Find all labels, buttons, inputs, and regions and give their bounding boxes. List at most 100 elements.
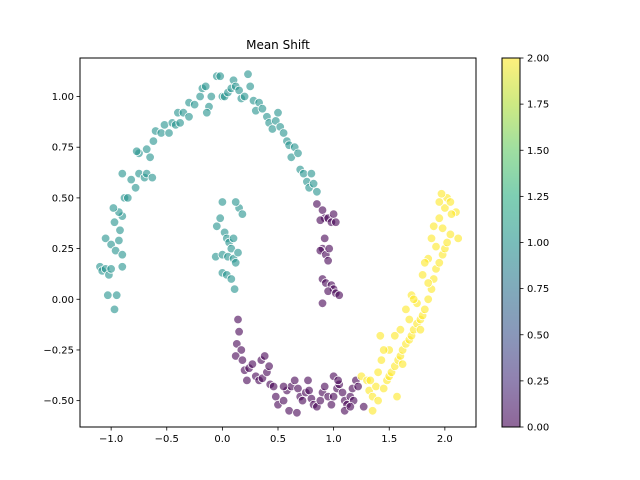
scatter-point — [417, 270, 428, 280]
scatter-point — [239, 91, 250, 102]
scatter-point — [109, 217, 120, 227]
y-axis: −0.50 −0.25 0.00 0.25 0.50 0.75 1.00 — [43, 92, 80, 407]
scatter-point — [390, 331, 400, 341]
scatter-point — [245, 81, 255, 92]
scatter-point — [236, 345, 247, 355]
x-tick-label: −1.0 — [99, 434, 123, 445]
scatter-point — [429, 221, 439, 232]
scatter-point — [159, 120, 170, 130]
scatter-point — [308, 178, 319, 189]
scatter-point — [200, 81, 211, 92]
scatter-point — [237, 355, 248, 365]
scatter-point — [202, 107, 212, 118]
scatter-point — [324, 243, 334, 254]
scatter-point — [114, 235, 124, 246]
scatter-point — [109, 304, 120, 315]
scatter-point — [147, 172, 158, 183]
scatter-point — [437, 223, 448, 234]
scatter-point — [373, 367, 383, 378]
scatter-point — [264, 361, 274, 371]
scatter-point — [148, 136, 159, 146]
scatter-point — [233, 247, 243, 258]
scatter-point — [290, 375, 300, 386]
scatter-point — [108, 203, 119, 213]
scatter-point — [126, 174, 136, 185]
scatter-point — [273, 107, 283, 118]
scatter-point — [156, 128, 166, 138]
scatter-point — [446, 209, 457, 219]
scatter-point — [271, 391, 281, 402]
scatter-point — [431, 241, 441, 252]
scatter-point — [312, 199, 322, 209]
colorbar-tick-label: 1.00 — [527, 238, 549, 249]
scatter-point — [420, 258, 430, 268]
scatter-point — [115, 225, 125, 236]
scatter-point — [365, 375, 376, 386]
scatter-point — [359, 402, 369, 412]
scatter-point — [317, 205, 328, 215]
scatter-point — [423, 294, 433, 305]
colorbar-axis: 0.00 0.25 0.50 0.75 1.00 1.25 1.50 1.75 2.00 — [520, 54, 549, 434]
scatter-point — [345, 402, 356, 412]
scatter-point — [145, 152, 155, 163]
scatter-point — [328, 391, 339, 402]
y-tick-label: 0.50 — [52, 193, 74, 204]
scatter-point — [353, 381, 363, 392]
scatter-point — [117, 168, 128, 179]
y-tick-label: −0.25 — [43, 345, 74, 356]
scatter-point — [323, 286, 333, 296]
x-tick-label: 2.0 — [437, 434, 453, 445]
scatter-point — [242, 375, 252, 386]
colorbar-tick-label: 0.50 — [527, 330, 549, 341]
scatter-point — [331, 217, 341, 227]
scatter-point — [326, 400, 337, 410]
scatter-point — [426, 233, 437, 244]
scatter-point — [442, 237, 452, 248]
scatter-point — [423, 278, 433, 288]
scatter-point — [304, 385, 314, 396]
scatter-point — [195, 91, 205, 102]
scatter-point — [237, 209, 248, 219]
colorbar-tick-label: 1.50 — [527, 146, 549, 157]
scatter-point — [268, 381, 279, 392]
scatter-point — [317, 298, 328, 309]
scatter-point — [117, 262, 128, 272]
scatter-point — [117, 249, 128, 260]
scatter-point — [293, 148, 303, 159]
scatter-point — [215, 71, 225, 81]
scatter-points — [95, 69, 463, 418]
scatter-point — [298, 168, 309, 179]
scatter-point — [212, 221, 222, 232]
scatter-point — [434, 258, 445, 268]
scatter-point — [328, 209, 339, 219]
scatter-point — [175, 118, 185, 128]
scatter-point — [373, 395, 383, 406]
x-tick-label: 1.0 — [326, 434, 342, 445]
y-tick-label: 0.25 — [52, 244, 74, 255]
scatter-point — [420, 304, 430, 315]
scatter-point — [229, 284, 240, 294]
scatter-point — [434, 213, 445, 223]
scatter-point — [415, 325, 426, 335]
scatter-point — [141, 144, 152, 154]
scatter-point — [189, 99, 200, 110]
scatter-point — [303, 375, 313, 386]
x-tick-label: 0.0 — [214, 434, 230, 445]
x-tick-label: 0.5 — [270, 434, 286, 445]
scatter-point — [206, 91, 217, 102]
scatter-point — [228, 233, 239, 244]
scatter-point — [337, 387, 348, 398]
colorbar-tick-label: 0.75 — [527, 284, 549, 295]
scatter-point — [278, 381, 289, 392]
scatter-point — [293, 383, 303, 394]
scatter-point — [312, 187, 322, 197]
scatter-point — [230, 197, 241, 207]
scatter-point — [404, 314, 415, 325]
scatter-point — [375, 331, 386, 341]
y-tick-label: 0.75 — [52, 143, 74, 154]
colorbar — [502, 58, 520, 427]
scatter-point — [110, 245, 121, 256]
scatter-point — [409, 294, 419, 305]
colorbar-tick-label: 1.25 — [527, 192, 549, 203]
